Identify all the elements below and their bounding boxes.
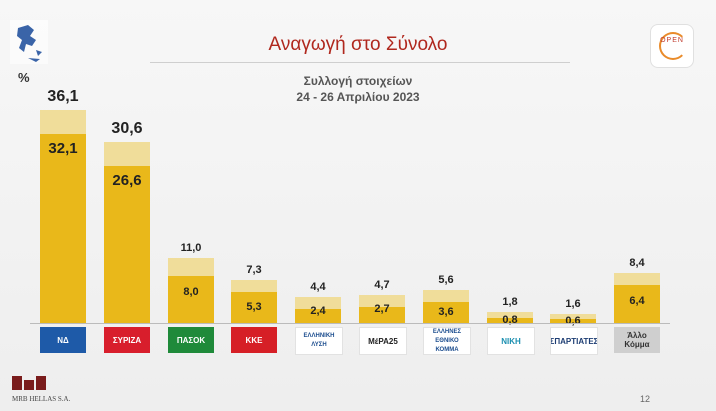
bar-9-base: [614, 285, 660, 323]
title-divider: [150, 62, 570, 63]
bar-8-base-label: 0,6: [565, 315, 581, 328]
bar-3-base: [231, 291, 277, 323]
other-party-label: Άλλο Κόμμα: [614, 327, 660, 353]
bar-2-base: [168, 275, 214, 323]
bar-7-base: [487, 318, 533, 323]
bar-8-total-label: 1,6: [565, 297, 581, 310]
open-logo-text: OPEN: [660, 37, 684, 44]
chart-title: Αναγωγή στο Σύνολο: [268, 34, 448, 55]
mrb-name: MRB: [12, 395, 28, 403]
bar-1-base: [104, 166, 150, 323]
bar-7-total-label: 1,8: [502, 296, 518, 309]
bar-5-base: [359, 307, 405, 323]
mrb-sub-label: MRB HELLAS S.A.: [12, 395, 70, 403]
collection-dates: 24 - 26 Απριλίου 2023: [296, 90, 420, 104]
ellines-logo-icon: ΕΛΛΗΝΕΣ ΕΘΝΙΚΟ ΚΟΜΜΑ: [423, 327, 471, 355]
bar-8-base: [550, 319, 596, 323]
bar-6-base-label: 3,6: [438, 306, 454, 319]
party-label-2: ΠΑΣΟΚ: [176, 335, 206, 345]
bar-3-base-label: 5,3: [246, 301, 262, 314]
bar-5-base-label: 2,7: [374, 303, 390, 316]
percent-sign: %: [18, 70, 30, 85]
niki-logo-icon: ΝΙΚΗ: [487, 327, 535, 355]
bar-6-total-label: 5,6: [438, 273, 454, 286]
mrb-logo-icon: [12, 376, 46, 390]
open-channel-logo: OPEN: [650, 24, 694, 68]
bar-4-base-label: 2,4: [310, 304, 326, 317]
bar-7-base-label: 0,8: [502, 314, 518, 327]
party-label-7: ΝΙΚΗ: [501, 336, 521, 346]
party-label-4: ΕΛΛΗΝΙΚΗ ΛΥΣΗ: [303, 333, 335, 348]
party-label-9: Άλλο Κόμμα: [624, 331, 650, 349]
page-number: 12: [640, 394, 651, 404]
bar-9-base-label: 6,4: [629, 295, 645, 308]
bar-3-total-label: 7,3: [246, 263, 262, 276]
mera25-logo-icon: ΜέΡΑ25: [359, 327, 407, 355]
party-label-3: ΚΚΕ: [245, 335, 263, 345]
bar-2-base-label: 8,0: [183, 285, 199, 298]
bar-6-base: [423, 301, 469, 323]
bar-7-total: [487, 312, 533, 323]
spartiates-logo-icon: ΣΠΑΡΤΙΑΤΕΣ: [550, 327, 598, 355]
nd-logo-icon: ΝΔ: [40, 327, 86, 353]
kke-logo-icon: ΚΚΕ: [231, 327, 277, 353]
bar-2-total-label: 11,0: [180, 242, 202, 255]
x-axis-line: [30, 323, 670, 324]
bar-0-total-label: 36,1: [47, 88, 79, 105]
bar-0-base: [40, 133, 86, 323]
bar-5-total-label: 4,7: [374, 279, 390, 292]
bar-9-total-label: 8,4: [629, 257, 645, 270]
bar-1-total-label: 30,6: [111, 120, 143, 138]
greece-map-icon: [10, 20, 48, 64]
bar-4-base: [295, 308, 341, 323]
party-label-0: ΝΔ: [57, 335, 69, 345]
bar-8-total: [550, 313, 596, 323]
syriza-logo-icon: ΣΥΡΙΖΑ: [104, 327, 150, 353]
party-label-6: ΕΛΛΗΝΕΣ ΕΘΝΙΚΟ ΚΟΜΜΑ: [432, 328, 462, 353]
party-label-1: ΣΥΡΙΖΑ: [112, 335, 142, 345]
pasok-logo-icon: ΠΑΣΟΚ: [168, 327, 214, 353]
mrb-sub: HELLAS S.A.: [29, 395, 71, 403]
party-label-5: ΜέΡΑ25: [368, 336, 398, 346]
party-label-8: ΣΠΑΡΤΙΑΤΕΣ: [550, 336, 598, 346]
bar-4-total-label: 4,4: [310, 281, 326, 294]
bar-0-base-label: 32,1: [48, 139, 78, 157]
open-ring-icon: [659, 32, 687, 60]
bar-1-base-label: 26,6: [112, 172, 142, 190]
elliniki-lysi-logo-icon: ΕΛΛΗΝΙΚΗ ΛΥΣΗ: [295, 327, 343, 355]
collection-label: Συλλογή στοιχείων: [303, 74, 413, 88]
